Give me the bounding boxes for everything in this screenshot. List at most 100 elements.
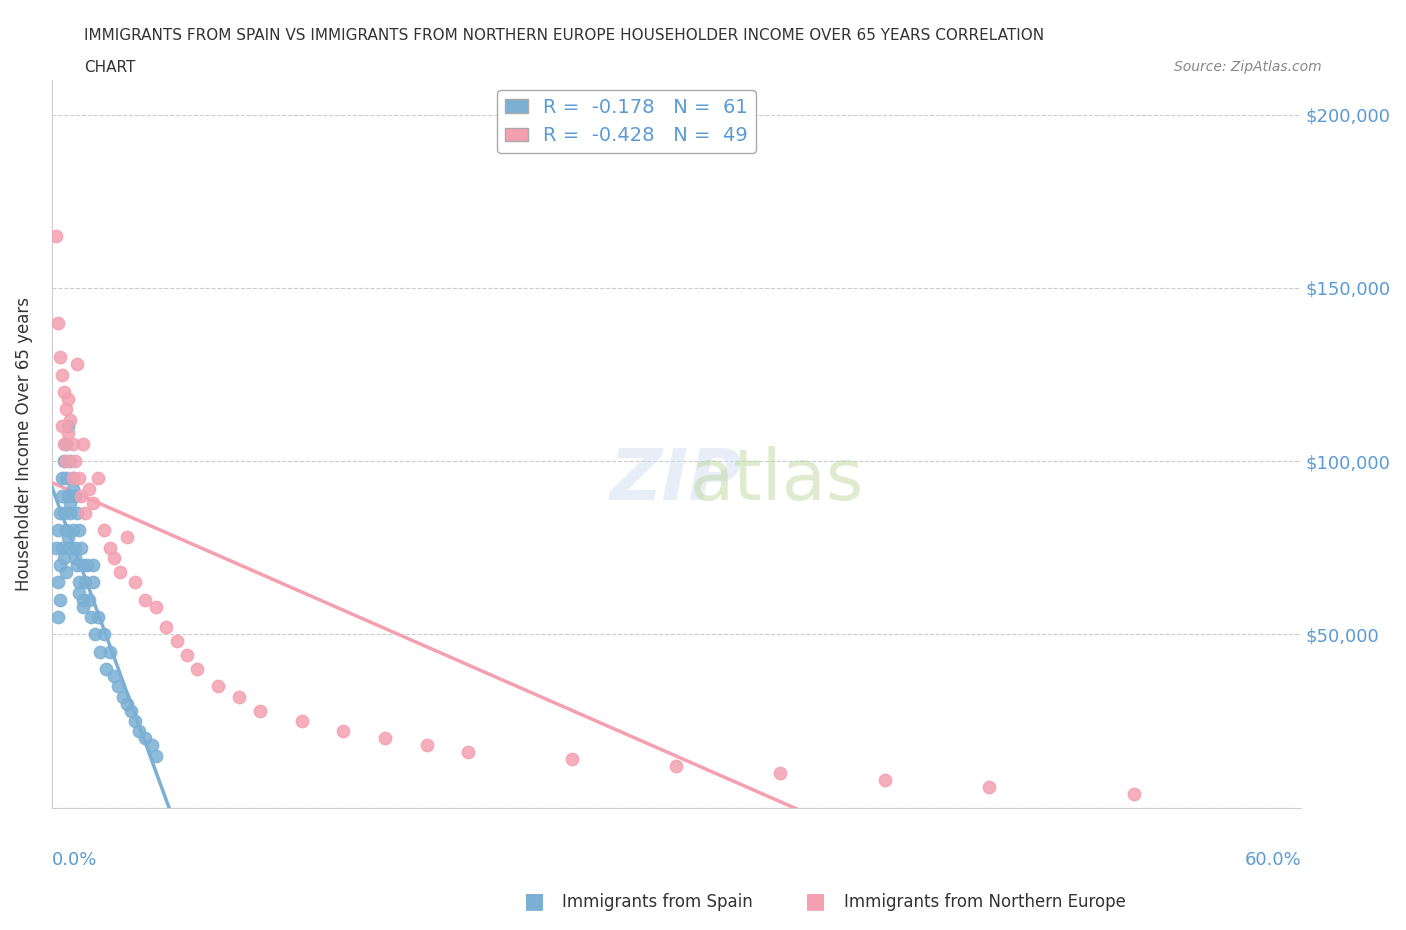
Point	[58, 530, 80, 545]
Point	[55, 565, 77, 579]
Point	[72, 558, 94, 573]
Point	[63, 540, 86, 555]
Y-axis label: Householder Income Over 65 years: Householder Income Over 65 years	[15, 297, 32, 591]
Text: atlas: atlas	[689, 445, 863, 514]
Point	[51, 540, 73, 555]
Point	[873, 773, 896, 788]
Point	[59, 496, 82, 511]
Point	[134, 731, 156, 746]
Point	[58, 426, 80, 441]
Point	[63, 551, 86, 565]
Point	[59, 412, 82, 427]
Point	[66, 357, 89, 372]
Point	[67, 585, 90, 600]
Point	[94, 661, 117, 676]
Point	[228, 689, 250, 704]
Point	[55, 454, 77, 469]
Point	[53, 384, 76, 399]
Text: Source: ZipAtlas.com: Source: ZipAtlas.com	[1174, 60, 1322, 74]
Point	[49, 558, 72, 573]
Point	[115, 530, 138, 545]
Point	[46, 575, 69, 590]
Point	[55, 471, 77, 485]
Point	[58, 392, 80, 406]
Point	[1123, 786, 1146, 801]
Point	[72, 592, 94, 607]
Text: ■: ■	[524, 891, 544, 910]
Point	[176, 647, 198, 662]
Point	[977, 779, 1000, 794]
Text: ZIP: ZIP	[610, 445, 742, 514]
Point	[145, 748, 167, 763]
Point	[769, 765, 792, 780]
Point	[62, 471, 84, 485]
Point	[107, 679, 129, 694]
Point	[561, 751, 583, 766]
Point	[63, 488, 86, 503]
Point	[67, 523, 90, 538]
Point	[51, 471, 73, 485]
Text: IMMIGRANTS FROM SPAIN VS IMMIGRANTS FROM NORTHERN EUROPE HOUSEHOLDER INCOME OVER: IMMIGRANTS FROM SPAIN VS IMMIGRANTS FROM…	[84, 28, 1045, 43]
Point	[457, 745, 479, 760]
Point	[62, 471, 84, 485]
Point	[49, 592, 72, 607]
Point	[82, 558, 104, 573]
Point	[103, 551, 125, 565]
Point	[128, 724, 150, 738]
Point	[53, 551, 76, 565]
Point	[93, 523, 115, 538]
Point	[46, 609, 69, 624]
Text: Immigrants from Northern Europe: Immigrants from Northern Europe	[844, 893, 1125, 910]
Point	[62, 436, 84, 451]
Point	[46, 523, 69, 538]
Point	[665, 759, 688, 774]
Text: ■: ■	[806, 891, 825, 910]
Point	[76, 558, 98, 573]
Text: Immigrants from Spain: Immigrants from Spain	[562, 893, 754, 910]
Legend: R =  -0.178   N =  61, R =  -0.428   N =  49: R = -0.178 N = 61, R = -0.428 N = 49	[496, 90, 756, 153]
Point	[53, 436, 76, 451]
Point	[70, 488, 93, 503]
Point	[115, 697, 138, 711]
Point	[155, 620, 177, 635]
Point	[53, 454, 76, 469]
Point	[124, 575, 146, 590]
Point	[186, 661, 208, 676]
Point	[86, 471, 108, 485]
Point	[55, 523, 77, 538]
Point	[62, 482, 84, 497]
Point	[332, 724, 354, 738]
Point	[58, 419, 80, 434]
Point	[415, 737, 437, 752]
Point	[45, 229, 67, 244]
Point	[66, 506, 89, 521]
Point	[70, 540, 93, 555]
Point	[110, 565, 132, 579]
Point	[59, 506, 82, 521]
Point	[45, 540, 67, 555]
Point	[77, 482, 100, 497]
Point	[46, 315, 69, 330]
Point	[141, 737, 163, 752]
Point	[51, 488, 73, 503]
Point	[82, 496, 104, 511]
Point	[291, 713, 314, 728]
Point	[49, 350, 72, 365]
Point	[66, 558, 89, 573]
Point	[103, 669, 125, 684]
Point	[124, 713, 146, 728]
Point	[59, 454, 82, 469]
Text: 60.0%: 60.0%	[1244, 851, 1301, 870]
Point	[67, 471, 90, 485]
Point	[207, 679, 229, 694]
Point	[72, 599, 94, 614]
Point	[58, 488, 80, 503]
Point	[58, 540, 80, 555]
Point	[53, 506, 76, 521]
Point	[82, 575, 104, 590]
Point	[98, 540, 121, 555]
Point	[55, 436, 77, 451]
Point	[249, 703, 271, 718]
Point	[51, 367, 73, 382]
Point	[67, 575, 90, 590]
